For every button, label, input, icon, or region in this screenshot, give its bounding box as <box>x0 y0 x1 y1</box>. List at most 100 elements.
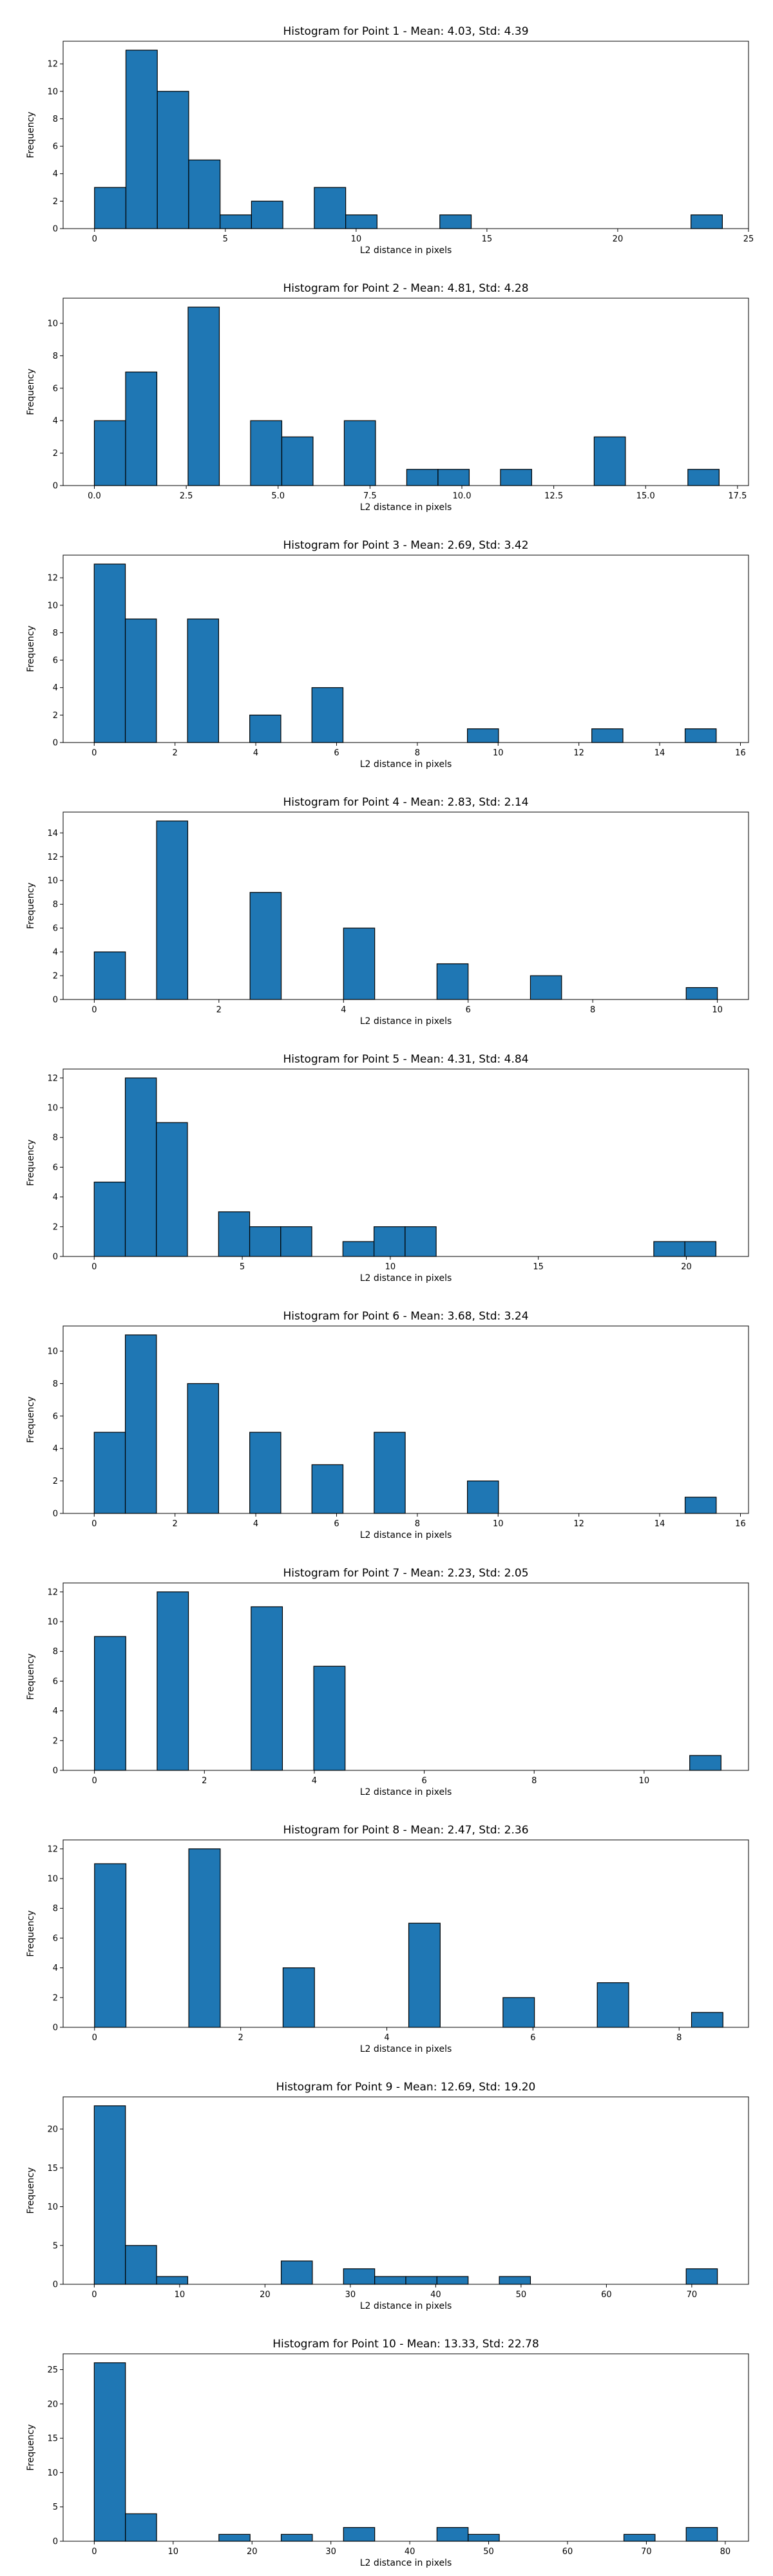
x-axis-label: L2 distance in pixels <box>360 1016 452 1027</box>
x-tick-label: 0 <box>91 1005 97 1015</box>
x-tick-label: 10 <box>385 1262 396 1272</box>
x-tick-label: 8 <box>590 1005 595 1015</box>
x-tick-label: 10 <box>639 1776 650 1786</box>
y-tick-label: 4 <box>53 683 58 693</box>
y-tick-label: 8 <box>53 352 58 361</box>
x-tick-label: 0 <box>91 748 97 758</box>
y-tick-label: 8 <box>53 629 58 638</box>
histogram-panel: Histogram for Point 7 - Mean: 2.23, Std:… <box>26 1567 749 1797</box>
plot-frame <box>62 41 749 229</box>
x-tick-label: 12 <box>573 1519 584 1529</box>
y-tick-label: 8 <box>53 1647 58 1657</box>
x-tick-label: 6 <box>530 2033 535 2043</box>
y-tick-label: 2 <box>53 1993 58 2003</box>
histogram-bars <box>93 820 718 1000</box>
histogram-bar <box>373 1226 406 1257</box>
histogram-bar <box>436 2276 469 2285</box>
y-tick-label: 6 <box>53 1677 58 1687</box>
x-tick-label: 0.0 <box>88 491 101 501</box>
histogram-bar <box>157 1591 189 1771</box>
y-tick-label: 12 <box>47 60 58 70</box>
plot-frame <box>62 1582 749 1771</box>
y-tick-label: 10 <box>47 1618 58 1627</box>
histogram-bar <box>405 1226 437 1257</box>
x-tick-label: 10.0 <box>453 491 472 501</box>
x-axis-label: L2 distance in pixels <box>360 1530 452 1540</box>
x-tick-label: 70 <box>687 2290 698 2300</box>
histogram-bar <box>251 1606 283 1771</box>
y-tick-label: 20 <box>47 2125 58 2135</box>
chart-title: Histogram for Point 8 - Mean: 2.47, Std:… <box>283 1824 528 1837</box>
y-tick-label: 0 <box>53 2023 58 2033</box>
histogram-bar <box>374 1432 406 1514</box>
x-tick-label: 2 <box>173 1519 178 1529</box>
histogram-bar <box>156 820 189 1000</box>
histogram-bars <box>94 1591 721 1771</box>
histogram-bar <box>280 1226 312 1257</box>
chart-title: Histogram for Point 6 - Mean: 3.68, Std:… <box>283 1310 528 1323</box>
y-axis-label: Frequency <box>26 1396 36 1443</box>
chart-title: Histogram for Point 7 - Mean: 2.23, Std:… <box>283 1567 528 1580</box>
histogram-bar <box>374 2276 406 2285</box>
plot-frame <box>62 554 749 743</box>
histogram-panel: Histogram for Point 4 - Mean: 2.83, Std:… <box>26 796 749 1027</box>
y-tick-label: 10 <box>47 1104 58 1113</box>
y-tick-label: 6 <box>53 1163 58 1173</box>
histogram-bar <box>467 1481 499 1514</box>
x-tick-label: 15.0 <box>636 491 655 501</box>
histogram-bar <box>653 1241 685 1257</box>
histogram-bar <box>437 469 470 486</box>
y-tick-label: 12 <box>47 1844 58 1854</box>
x-tick-label: 8 <box>676 2033 682 2043</box>
histogram-bar <box>406 469 439 486</box>
histogram-bar <box>249 1226 282 1257</box>
histogram-bar <box>343 927 376 1000</box>
y-tick-label: 6 <box>53 1934 58 1944</box>
plot-frame <box>62 298 749 486</box>
x-tick-label: 25 <box>743 234 754 244</box>
x-tick-label: 4 <box>253 748 258 758</box>
y-tick-label: 12 <box>47 1074 58 1083</box>
histogram-bar <box>156 1122 188 1257</box>
x-tick-label: 15 <box>533 1262 544 1272</box>
y-tick-label: 2 <box>53 711 58 721</box>
histogram-bar <box>691 2012 723 2028</box>
x-axis-label: L2 distance in pixels <box>360 1787 452 1797</box>
x-tick-label: 14 <box>654 1519 665 1529</box>
y-tick-label: 10 <box>47 1347 58 1357</box>
y-tick-label: 4 <box>53 1964 58 1973</box>
histogram-bar <box>436 963 469 1000</box>
y-tick-label: 5 <box>53 2503 58 2512</box>
histogram-bar <box>93 1432 126 1514</box>
y-tick-label: 6 <box>53 924 58 934</box>
y-tick-label: 5 <box>53 2241 58 2251</box>
histogram-bar <box>282 1967 315 2028</box>
y-tick-label: 2 <box>53 1222 58 1232</box>
y-tick-label: 2 <box>53 972 58 981</box>
y-tick-label: 10 <box>47 601 58 611</box>
x-tick-label: 4 <box>312 1776 317 1786</box>
x-tick-label: 0 <box>91 1262 97 1272</box>
x-tick-label: 4 <box>253 1519 258 1529</box>
x-axis-label: L2 distance in pixels <box>360 2044 452 2054</box>
chart-title: Histogram for Point 1 - Mean: 4.03, Std:… <box>283 25 528 38</box>
x-tick-label: 10 <box>493 1519 504 1529</box>
histogram-bar <box>311 687 344 743</box>
histogram-bar <box>187 307 220 486</box>
y-axis-label: Frequency <box>26 625 36 672</box>
histogram-bar <box>250 420 283 486</box>
histogram-bar <box>94 1636 126 1771</box>
x-tick-label: 14 <box>654 748 665 758</box>
y-tick-label: 8 <box>53 115 58 124</box>
histogram-bar <box>314 187 347 229</box>
y-tick-label: 0 <box>53 1510 58 1519</box>
y-tick-label: 20 <box>47 2400 58 2409</box>
x-axis-label: L2 distance in pixels <box>360 2301 452 2311</box>
chart-title: Histogram for Point 2 - Mean: 4.81, Std:… <box>283 282 528 295</box>
x-tick-label: 0 <box>91 2290 97 2300</box>
y-tick-label: 25 <box>47 2365 58 2375</box>
x-tick-label: 30 <box>325 2547 336 2557</box>
y-tick-label: 0 <box>53 739 58 748</box>
x-tick-label: 20 <box>613 234 624 244</box>
